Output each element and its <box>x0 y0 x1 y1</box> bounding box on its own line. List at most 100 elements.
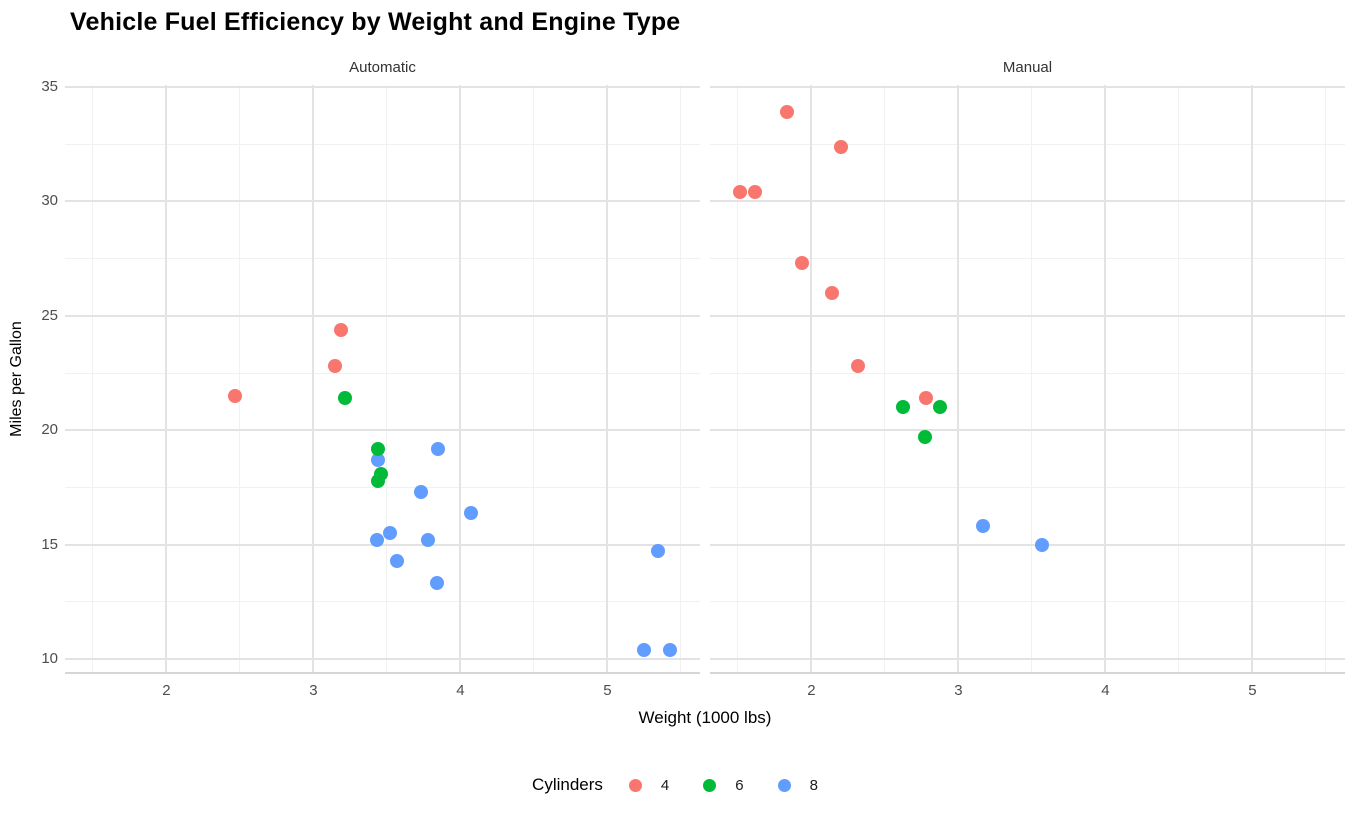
minor-gridline-y <box>710 143 1345 145</box>
data-point <box>227 388 242 403</box>
minor-gridline-x <box>1031 85 1033 672</box>
panel-manual <box>710 85 1345 674</box>
facet-label-manual: Manual <box>1002 59 1053 76</box>
panel-automatic <box>65 85 700 674</box>
minor-gridline-x <box>737 85 739 672</box>
major-gridline-y <box>65 314 700 317</box>
major-gridline-y <box>65 543 700 546</box>
major-gridline-x <box>606 85 609 672</box>
major-gridline-x <box>810 85 813 672</box>
minor-gridline-x <box>884 85 886 672</box>
legend-swatch <box>777 778 791 792</box>
data-point <box>382 526 397 541</box>
data-point <box>413 484 428 499</box>
legend-item: 6 <box>703 776 744 794</box>
x-tick-label: 4 <box>456 682 465 699</box>
y-tick-label: 20 <box>41 421 58 439</box>
minor-gridline-y <box>710 372 1345 374</box>
data-point <box>390 553 405 568</box>
legend-item-label: 4 <box>660 776 670 794</box>
y-tick-label: 30 <box>41 192 58 210</box>
major-gridline-y <box>65 429 700 432</box>
minor-gridline-y <box>65 486 700 488</box>
y-tick-label: 10 <box>41 649 58 667</box>
y-axis-title: Miles per Gallon <box>8 321 25 437</box>
legend: Cylinders 4 6 8 <box>0 771 1350 799</box>
data-point <box>747 185 762 200</box>
x-tick-label: 3 <box>309 682 318 699</box>
minor-gridline-x <box>680 85 682 672</box>
minor-gridline-y <box>710 601 1345 603</box>
legend-items: 4 6 8 <box>628 776 818 794</box>
minor-gridline-y <box>710 258 1345 260</box>
minor-gridline-x <box>1325 85 1327 672</box>
major-gridline-y <box>65 86 700 89</box>
minor-gridline-y <box>65 372 700 374</box>
facet-label-automatic: Automatic <box>349 59 416 76</box>
data-point <box>421 533 436 547</box>
minor-gridline-x <box>239 85 241 672</box>
legend-swatch <box>703 778 717 792</box>
y-axis-tick-labels: 10 15 20 25 30 35 <box>0 0 58 825</box>
major-gridline-y <box>710 543 1345 546</box>
data-point <box>917 430 932 445</box>
data-point <box>430 441 445 456</box>
minor-gridline-y <box>710 486 1345 488</box>
legend-item: 8 <box>777 776 818 794</box>
major-gridline-x <box>1104 85 1107 672</box>
x-axis-title: Weight (1000 lbs) <box>638 708 772 727</box>
x-tick-label: 4 <box>1101 682 1110 699</box>
y-tick-label: 25 <box>41 306 58 324</box>
data-point <box>825 285 839 300</box>
data-point <box>833 139 848 154</box>
data-point <box>651 544 666 559</box>
minor-gridline-y <box>65 258 700 260</box>
legend-swatch <box>628 778 642 792</box>
major-gridline-y <box>65 200 700 203</box>
data-point <box>371 473 386 488</box>
major-gridline-y <box>710 200 1345 203</box>
minor-gridline-x <box>1178 85 1180 672</box>
major-gridline-y <box>65 657 700 660</box>
major-gridline-y <box>710 86 1345 89</box>
major-gridline-x <box>165 85 168 672</box>
major-gridline-x <box>312 85 315 672</box>
major-gridline-x <box>459 85 462 672</box>
y-tick-label: 35 <box>41 78 58 96</box>
data-point <box>732 185 747 200</box>
chart-title: Vehicle Fuel Efficiency by Weight and En… <box>70 8 681 36</box>
x-tick-label: 2 <box>162 682 171 699</box>
major-gridline-y <box>710 429 1345 432</box>
legend-item-label: 6 <box>735 776 744 794</box>
data-point <box>976 519 991 534</box>
data-point <box>780 105 795 120</box>
data-point <box>370 533 385 547</box>
x-tick-label: 2 <box>807 682 816 699</box>
data-point <box>662 642 677 657</box>
x-tick-label: 5 <box>603 682 612 699</box>
legend-title: Cylinders <box>532 775 603 794</box>
legend-item-label: 8 <box>809 776 818 794</box>
major-gridline-y <box>710 657 1345 660</box>
minor-gridline-x <box>533 85 535 672</box>
data-point <box>895 400 910 415</box>
minor-gridline-y <box>65 601 700 603</box>
major-gridline-y <box>710 314 1345 317</box>
data-point <box>463 505 478 520</box>
minor-gridline-x <box>386 85 388 672</box>
data-point <box>1035 537 1050 552</box>
minor-gridline-x <box>92 85 94 672</box>
data-point <box>794 256 809 271</box>
legend-item: 4 <box>628 776 670 794</box>
data-point <box>371 452 386 467</box>
major-gridline-x <box>957 85 960 672</box>
x-tick-label: 5 <box>1248 682 1257 699</box>
data-point <box>328 359 343 374</box>
x-tick-label: 3 <box>954 682 963 699</box>
data-point <box>334 322 349 337</box>
data-point <box>371 441 386 456</box>
data-point <box>637 642 652 657</box>
data-point <box>919 391 934 406</box>
data-point <box>933 400 948 415</box>
minor-gridline-y <box>65 143 700 145</box>
